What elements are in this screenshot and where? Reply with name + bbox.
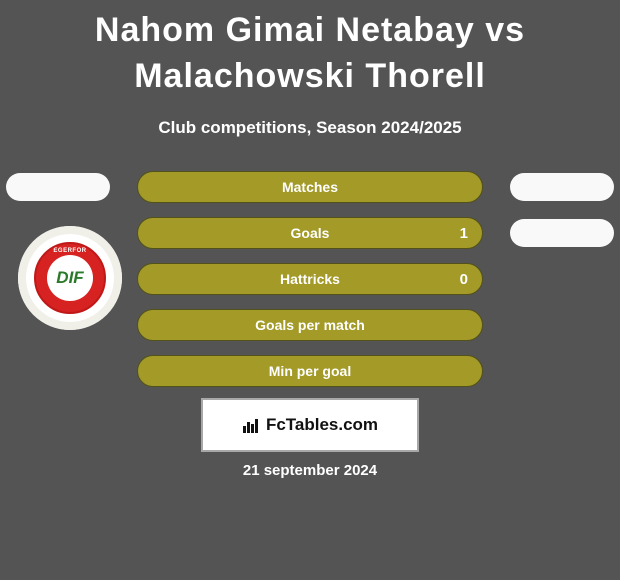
stats-rows: Matches Goals 1 Hattricks 0 Goals per match Mi… (0, 170, 620, 400)
stat-label: Matches (282, 179, 338, 195)
stat-value-right: 0 (460, 271, 468, 288)
date-text: 21 september 2024 (0, 462, 620, 479)
right-value-pill (510, 173, 614, 201)
stat-bar: Goals 1 (137, 217, 483, 249)
stat-label: Goals per match (255, 317, 365, 333)
source-logo-text: FcTables.com (266, 415, 378, 435)
stat-bar: Hattricks 0 (137, 263, 483, 295)
stat-row: Matches (0, 170, 620, 204)
stat-value-right: 1 (460, 225, 468, 242)
stat-row: Hattricks 0 (0, 262, 620, 296)
stat-label: Goals (291, 225, 330, 241)
page-title: Nahom Gimai Netabay vs Malachowski Thore… (0, 0, 620, 100)
right-value-pill (510, 219, 614, 247)
stat-bar: Min per goal (137, 355, 483, 387)
stat-bar: Goals per match (137, 309, 483, 341)
stat-row: Min per goal (0, 354, 620, 388)
stat-label: Min per goal (269, 363, 351, 379)
subtitle: Club competitions, Season 2024/2025 (0, 118, 620, 138)
stat-label: Hattricks (280, 271, 340, 287)
chart-icon (242, 416, 260, 434)
left-value-pill (6, 173, 110, 201)
stat-row: Goals per match (0, 308, 620, 342)
stat-row: Goals 1 (0, 216, 620, 250)
stat-bar: Matches (137, 171, 483, 203)
source-logo: FcTables.com (201, 398, 419, 452)
